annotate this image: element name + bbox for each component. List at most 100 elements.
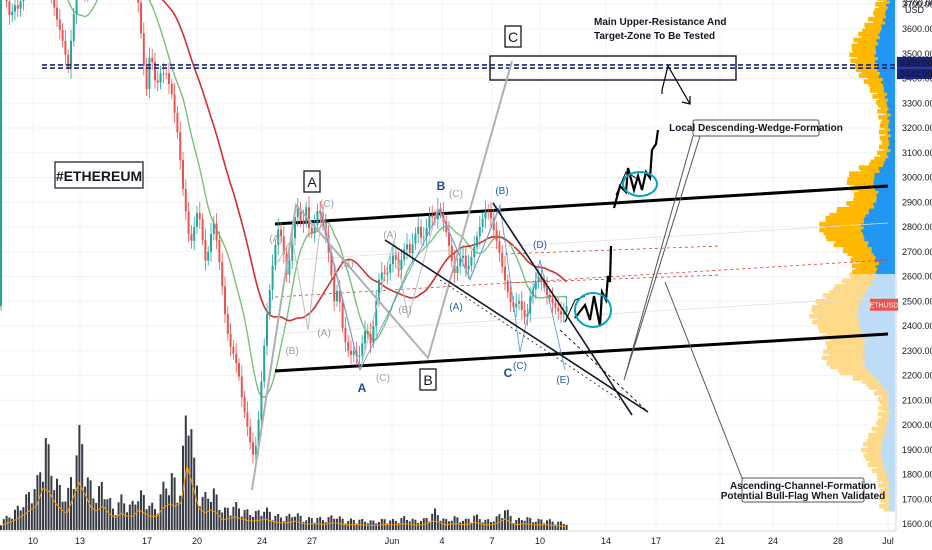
profile-bar-buy xyxy=(862,441,881,447)
symbol-tag[interactable] xyxy=(870,298,898,311)
volume-bar xyxy=(196,485,198,530)
candle-body xyxy=(358,355,361,357)
profile-bar-buy xyxy=(883,506,891,512)
profile-bar-buy xyxy=(872,94,885,99)
profile-bar-sell xyxy=(864,361,895,367)
profile-bar-buy xyxy=(811,319,858,325)
volume-bar xyxy=(520,519,523,530)
profile-bar-sell xyxy=(890,132,895,138)
profile-bar-buy xyxy=(856,67,878,72)
profile-bar-sell xyxy=(860,328,895,334)
volume-bar xyxy=(112,508,114,530)
projection-arrow xyxy=(615,171,637,196)
profile-bar-buy xyxy=(861,70,881,75)
volume-bar xyxy=(366,523,369,530)
profile-bar-sell xyxy=(860,221,895,227)
profile-bar-buy xyxy=(879,489,888,494)
volume-bar xyxy=(506,509,509,530)
candle-body xyxy=(240,376,243,398)
volume-bar xyxy=(504,510,506,530)
breakout-circle-lower[interactable] xyxy=(574,292,612,328)
volume-bar xyxy=(126,512,128,530)
price-tick-label: 2700.00 xyxy=(902,247,932,257)
profile-bar-buy xyxy=(879,135,889,141)
breakout-circle-upper[interactable] xyxy=(622,171,658,197)
candle-body xyxy=(506,280,509,293)
time-tick-label: 7 xyxy=(489,536,494,546)
candle-body xyxy=(254,445,257,455)
profile-bar-sell xyxy=(882,76,895,81)
candle-body xyxy=(316,211,319,226)
wedge-lower-line[interactable] xyxy=(492,202,633,416)
candle-body xyxy=(5,0,8,2)
profile-bar-sell xyxy=(860,227,895,233)
volume-bar xyxy=(212,488,215,530)
profile-bar-buy xyxy=(826,218,864,224)
profile-bar-sell xyxy=(890,486,895,491)
candle-body xyxy=(420,227,422,238)
profile-bar-buy xyxy=(863,453,881,459)
profile-bar-buy xyxy=(813,310,859,316)
profile-bar-sell xyxy=(865,364,895,369)
wedge-callout-leader xyxy=(623,135,701,381)
candle-body xyxy=(562,312,565,315)
candle-body xyxy=(14,5,16,12)
profile-bar-sell xyxy=(889,0,895,4)
ascending-channel[interactable] xyxy=(274,184,889,373)
candle-body xyxy=(543,280,546,288)
profile-bar-buy xyxy=(817,316,861,322)
candle-body xyxy=(159,73,162,83)
profile-bar-buy xyxy=(866,382,883,387)
profile-bar-buy xyxy=(819,227,861,233)
price-tick-label: 2800.00 xyxy=(902,222,932,232)
candle-body xyxy=(389,264,392,273)
price-tick-label: 3600.00 xyxy=(902,24,932,34)
blue-subwave-label: (B) xyxy=(495,186,508,197)
drawings[interactable] xyxy=(42,55,895,491)
profile-bar-sell xyxy=(867,284,895,289)
volume-bar xyxy=(33,489,36,530)
channel-upper-line[interactable] xyxy=(274,184,889,226)
volume-bar xyxy=(42,481,44,530)
profile-bar-sell xyxy=(887,471,895,476)
candle-body xyxy=(520,301,523,310)
profile-bar-buy xyxy=(860,168,880,173)
candle-body xyxy=(448,231,450,246)
blue-wave-label: C xyxy=(504,366,513,380)
candle-body xyxy=(490,212,492,219)
profile-bar-sell xyxy=(883,162,895,168)
volume-bar xyxy=(224,507,226,530)
profile-bar-buy xyxy=(841,278,872,283)
profile-bar-buy xyxy=(876,429,887,435)
volume-bar xyxy=(159,494,162,530)
channel-lower-line[interactable] xyxy=(274,332,889,373)
profile-bar-buy xyxy=(851,43,876,49)
volume-bar xyxy=(434,508,436,530)
candle-body xyxy=(495,230,498,241)
profile-bar-sell xyxy=(878,165,895,170)
volume-bar xyxy=(543,523,546,530)
profile-bar-sell xyxy=(860,325,895,331)
projection-path-lower xyxy=(574,245,613,327)
profile-bar-sell xyxy=(874,204,895,209)
target-zone-box[interactable] xyxy=(489,55,737,81)
candle-body xyxy=(534,282,537,290)
candle-body xyxy=(168,73,170,84)
wedge-note-box xyxy=(692,119,820,137)
time-axis-background xyxy=(0,531,932,550)
candle-body xyxy=(548,294,551,299)
volume-bar xyxy=(260,515,263,530)
profile-bar-sell xyxy=(867,242,895,248)
time-tick-label: 28 xyxy=(833,536,843,546)
profile-bar-buy xyxy=(866,438,883,444)
profile-bar-sell xyxy=(887,498,895,503)
wedge-upper-line[interactable] xyxy=(384,239,649,413)
title-box: #ETHEREUM xyxy=(54,161,144,189)
profile-bar-sell xyxy=(862,230,895,236)
profile-bar-sell xyxy=(871,245,895,251)
candle-body xyxy=(137,0,140,3)
volume-bar xyxy=(64,501,67,530)
profile-bar-sell xyxy=(888,106,895,111)
volume-bar xyxy=(406,519,408,530)
